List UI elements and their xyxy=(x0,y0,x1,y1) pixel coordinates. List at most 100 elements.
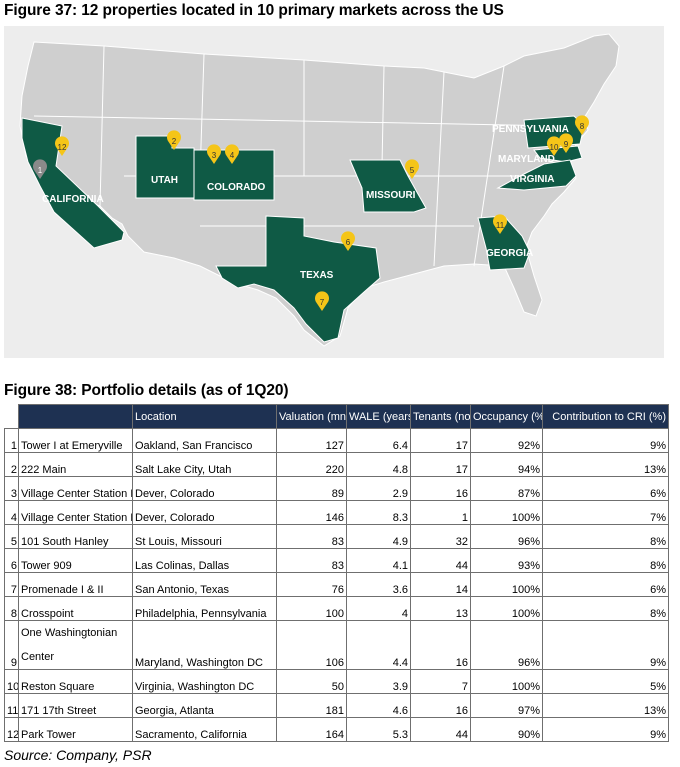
cell-valuation: 127 xyxy=(276,428,347,453)
label-missouri: MISSOURI xyxy=(366,190,416,201)
label-georgia: GEORGIA xyxy=(486,248,533,259)
table-body: 1 Tower I at Emeryville Oakland, San Franc… xyxy=(4,428,669,742)
cell-index: 7 xyxy=(4,572,19,597)
cell-location: St Louis, Missouri xyxy=(132,524,277,549)
header-wale: WALE (years) xyxy=(346,404,411,429)
label-california: CALIFORNIA xyxy=(42,194,104,205)
marker-4-icon: 4 xyxy=(225,144,239,164)
cell-occupancy: 93% xyxy=(470,548,543,573)
cell-occupancy: 100% xyxy=(470,500,543,525)
cell-property: 222 Main xyxy=(18,452,133,477)
cell-occupancy: 100% xyxy=(470,669,543,694)
table-row: 6 Tower 909 Las Colinas, Dallas 83 4.1 44 93% 8… xyxy=(4,548,669,573)
cell-property: Tower 909 xyxy=(18,548,133,573)
label-colorado: COLORADO xyxy=(207,182,266,193)
cell-wale: 4.4 xyxy=(346,620,411,670)
state-missouri xyxy=(349,159,427,213)
cell-cri: 6% xyxy=(542,572,669,597)
cell-location: Dever, Colorado xyxy=(132,476,277,501)
header-tenants: Tenants (no) xyxy=(410,404,471,429)
table-row: 5 101 South Hanley St Louis, Missouri 83 4.9… xyxy=(4,524,669,549)
cell-property: One Washingtonian Center xyxy=(18,620,133,670)
cell-cri: 13% xyxy=(542,452,669,477)
svg-text:1: 1 xyxy=(38,166,43,175)
marker-8-icon: 8 xyxy=(575,115,589,135)
cell-valuation: 83 xyxy=(276,524,347,549)
cell-index: 12 xyxy=(4,717,19,742)
header-valuation: Valuation (mn) xyxy=(276,404,347,429)
svg-text:3: 3 xyxy=(212,151,217,160)
cell-location: San Antonio, Texas xyxy=(132,572,277,597)
cell-valuation: 106 xyxy=(276,620,347,670)
cell-valuation: 76 xyxy=(276,572,347,597)
label-virginia: VIRGINIA xyxy=(510,174,554,185)
cell-index: 8 xyxy=(4,596,19,621)
cell-tenants: 17 xyxy=(410,452,471,477)
cell-wale: 4.8 xyxy=(346,452,411,477)
cell-wale: 4 xyxy=(346,596,411,621)
state-virginia xyxy=(496,159,577,191)
cell-cri: 8% xyxy=(542,596,669,621)
cell-property: Crosspoint xyxy=(18,596,133,621)
state-georgia xyxy=(477,215,531,271)
svg-text:8: 8 xyxy=(580,122,585,131)
cell-wale: 2.9 xyxy=(346,476,411,501)
cell-index: 2 xyxy=(4,452,19,477)
cell-wale: 5.3 xyxy=(346,717,411,742)
marker-2-icon: 2 xyxy=(167,130,181,150)
table-row: 1 Tower I at Emeryville Oakland, San Franc… xyxy=(4,428,669,453)
svg-text:2: 2 xyxy=(172,137,177,146)
table-row: 3 Village Center Station I Dever, Colorado… xyxy=(4,476,669,501)
label-maryland: MARYLAND xyxy=(498,154,555,165)
cell-index: 5 xyxy=(4,524,19,549)
cell-location: Georgia, Atlanta xyxy=(132,693,277,718)
table-row: 8 Crosspoint Philadelphia, Pennsylvania 100… xyxy=(4,596,669,621)
table-header-row: Location Valuation (mn) WALE (years) Ten… xyxy=(4,404,669,429)
cell-cri: 9% xyxy=(542,717,669,742)
cell-tenants: 32 xyxy=(410,524,471,549)
us-land-shape xyxy=(19,33,620,347)
cell-valuation: 89 xyxy=(276,476,347,501)
svg-text:5: 5 xyxy=(410,166,415,175)
cell-location: Oakland, San Francisco xyxy=(132,428,277,453)
cell-cri: 8% xyxy=(542,524,669,549)
cell-cri: 13% xyxy=(542,693,669,718)
cell-cri: 9% xyxy=(542,620,669,670)
cell-index: 6 xyxy=(4,548,19,573)
cell-wale: 4.1 xyxy=(346,548,411,573)
cell-index: 3 xyxy=(4,476,19,501)
svg-text:4: 4 xyxy=(230,151,235,160)
header-location: Location xyxy=(132,404,277,429)
cell-occupancy: 100% xyxy=(470,596,543,621)
cell-property: Reston Square xyxy=(18,669,133,694)
marker-11-icon: 11 xyxy=(493,214,507,234)
us-properties-map: CALIFORNIA UTAH COLORADO TEXAS MISSOURI … xyxy=(4,26,664,358)
table-row: 11 171 17th Street Georgia, Atlanta 181 4.6 1… xyxy=(4,693,669,718)
cell-index: 1 xyxy=(4,428,19,453)
figure-38-title: Figure 38: Portfolio details (as of 1Q20… xyxy=(4,382,289,399)
cell-index: 11 xyxy=(4,693,19,718)
table-row: 2 222 Main Salt Lake City, Utah 220 4.8 17 94%… xyxy=(4,452,669,477)
cell-wale: 8.3 xyxy=(346,500,411,525)
cell-property: Promenade I & II xyxy=(18,572,133,597)
cell-occupancy: 94% xyxy=(470,452,543,477)
cell-property: 101 South Hanley xyxy=(18,524,133,549)
label-pennsylvania: PENNSYLVANIA xyxy=(492,124,569,135)
cell-occupancy: 100% xyxy=(470,572,543,597)
cell-wale: 3.6 xyxy=(346,572,411,597)
cell-occupancy: 97% xyxy=(470,693,543,718)
cell-property: Tower I at Emeryville xyxy=(18,428,133,453)
cell-valuation: 100 xyxy=(276,596,347,621)
cell-property: Village Center Station II xyxy=(18,500,133,525)
cell-occupancy: 92% xyxy=(470,428,543,453)
marker-6-icon: 6 xyxy=(341,231,355,251)
header-cri: Contribution to CRI (%) xyxy=(542,404,669,429)
svg-text:6: 6 xyxy=(346,238,351,247)
cell-wale: 6.4 xyxy=(346,428,411,453)
cell-occupancy: 96% xyxy=(470,620,543,670)
cell-location: Salt Lake City, Utah xyxy=(132,452,277,477)
cell-wale: 4.6 xyxy=(346,693,411,718)
cell-tenants: 1 xyxy=(410,500,471,525)
table-row: 4 Village Center Station II Dever, Colorad… xyxy=(4,500,669,525)
cell-occupancy: 90% xyxy=(470,717,543,742)
